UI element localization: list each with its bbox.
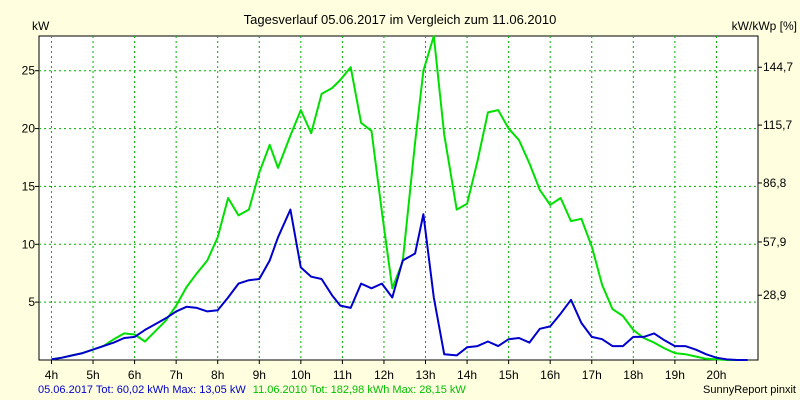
y-tick-label-right: 57,9 xyxy=(763,235,787,249)
footer-legend: 05.06.2017 Tot: 60,02 kWh Max: 13,05 kW … xyxy=(38,384,466,396)
plot-area xyxy=(38,35,759,361)
chart-title: Tagesverlauf 05.06.2017 im Vergleich zum… xyxy=(244,12,557,27)
x-tick-label: 16h xyxy=(540,368,560,382)
axis-layer: 4h 5h 6h 7h 8h 9h 10h 11h 12h 13h 14h 15h 16h 17h 18h 1… xyxy=(22,60,794,382)
legend-series-2: 11.06.2010 Tot: 182,98 kWh Max: 28,15 kW xyxy=(253,384,467,396)
y-tick-label-left: 15 xyxy=(22,179,36,193)
footer-credit: SunnyReport pinxit xyxy=(703,384,796,396)
x-tick-label: 18h xyxy=(623,368,643,382)
y-tick-label-right: 28,9 xyxy=(763,288,787,302)
x-tick-label: 6h xyxy=(128,368,141,382)
x-tick-label: 14h xyxy=(457,368,477,382)
left-axis-unit: kW xyxy=(32,19,50,33)
x-tick-label: 11h xyxy=(333,368,352,382)
x-tick-label: 20h xyxy=(706,368,726,382)
x-tick-label: 13h xyxy=(415,368,435,382)
x-tick-label: 4h xyxy=(45,368,58,382)
x-tick-label: 8h xyxy=(211,368,224,382)
x-tick-label: 12h xyxy=(374,368,394,382)
legend-series-1: 05.06.2017 Tot: 60,02 kWh Max: 13,05 kW xyxy=(38,384,246,396)
y-tick-label-right: 115,7 xyxy=(763,118,792,132)
x-tick-label: 9h xyxy=(253,368,266,382)
series-layer xyxy=(51,35,748,361)
y-tick-label-left: 5 xyxy=(28,295,35,309)
x-tick-label: 7h xyxy=(169,368,182,382)
x-tick-label: 19h xyxy=(665,368,685,382)
x-tick-label: 17h xyxy=(582,368,602,382)
y-tick-label-right: 144,7 xyxy=(763,60,793,74)
x-tick-label: 15h xyxy=(499,368,519,382)
series-line-1 xyxy=(51,208,748,361)
right-axis-unit: kW/kWp [%] xyxy=(732,19,797,33)
x-tick-label: 10h xyxy=(291,368,311,382)
y-tick-label-left: 20 xyxy=(22,122,36,136)
y-tick-label-left: 25 xyxy=(22,64,36,78)
y-tick-label-right: 86,8 xyxy=(763,176,787,190)
x-tick-label: 5h xyxy=(86,368,99,382)
y-tick-label-left: 10 xyxy=(22,237,36,251)
